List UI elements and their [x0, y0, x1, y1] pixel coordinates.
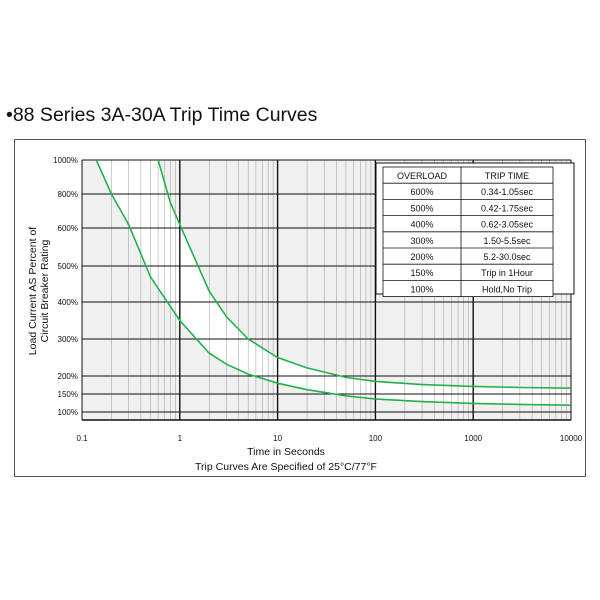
- y-tick-label: 200%: [58, 372, 78, 381]
- table-cell-trip-time: 0.34-1.05sec: [481, 187, 534, 197]
- y-tick-label: 400%: [58, 298, 78, 307]
- y-tick-labels: 100% 150% 200% 300% 400% 500% 600% 800% 1000%: [53, 156, 78, 417]
- y-tick-label: 500%: [58, 262, 78, 271]
- trip-band-fill: [96, 160, 572, 406]
- y-axis-label-line-1: Load Current AS Percent of: [27, 227, 39, 355]
- table-cell-overload: 500%: [410, 203, 433, 213]
- x-tick-label: 1: [178, 434, 183, 443]
- table-cell-trip-time: 0.42-1.75sec: [481, 203, 534, 213]
- y-tick-label: 150%: [58, 390, 78, 399]
- series-lower-curve: [95, 159, 572, 406]
- x-tick-label: 100: [369, 434, 383, 443]
- y-tick-label: 600%: [58, 224, 78, 233]
- y-tick-label: 100%: [58, 408, 78, 417]
- x-axis-label: Time in Seconds: [247, 446, 325, 458]
- y-axis-label-line-2: Circuit Breaker Rating: [39, 239, 51, 342]
- table-cell-overload: 600%: [410, 187, 433, 197]
- x-tick-label: 1000: [464, 434, 482, 443]
- series-upper-curve: [157, 159, 572, 389]
- page-title: •88 Series 3A-30A Trip Time Curves: [6, 104, 318, 126]
- x-tick-label: 10000: [560, 434, 583, 443]
- table-cell-overload: 400%: [410, 220, 433, 230]
- table-cell-overload: 150%: [410, 268, 433, 278]
- y-tick-label: 300%: [58, 335, 78, 344]
- table-cell-trip-time: 0.62-3.05sec: [481, 220, 534, 230]
- table-cell-overload: 200%: [410, 252, 433, 262]
- table-cell-trip-time: 1.50-5.5sec: [483, 236, 531, 246]
- chart-frame: [14, 139, 586, 477]
- table-cell-overload: 100%: [410, 284, 433, 294]
- table-cell-trip-time: 5.2-30.0sec: [483, 252, 531, 262]
- y-tick-label: 1000%: [53, 156, 78, 165]
- table-cell-overload: 300%: [410, 236, 433, 246]
- chart-subtitle: Trip Curves Are Specified of 25°C/77°F: [195, 461, 377, 473]
- table-cell-trip-time: Hold,No Trip: [482, 284, 532, 294]
- x-tick-label: 10: [273, 434, 282, 443]
- trip-time-table: OVERLOAD TRIP TIME 600% 0.34-1.05sec 500% 0.4…: [375, 162, 575, 298]
- table-header-overload: OVERLOAD: [397, 171, 448, 181]
- table-cell-trip-time: Trip in 1Hour: [481, 268, 533, 278]
- y-tick-label: 800%: [58, 190, 78, 199]
- table-header-trip-time: TRIP TIME: [485, 171, 529, 181]
- x-tick-label: 0.1: [76, 434, 88, 443]
- x-tick-labels: 0.1 1 10 100 1000 10000: [76, 434, 582, 443]
